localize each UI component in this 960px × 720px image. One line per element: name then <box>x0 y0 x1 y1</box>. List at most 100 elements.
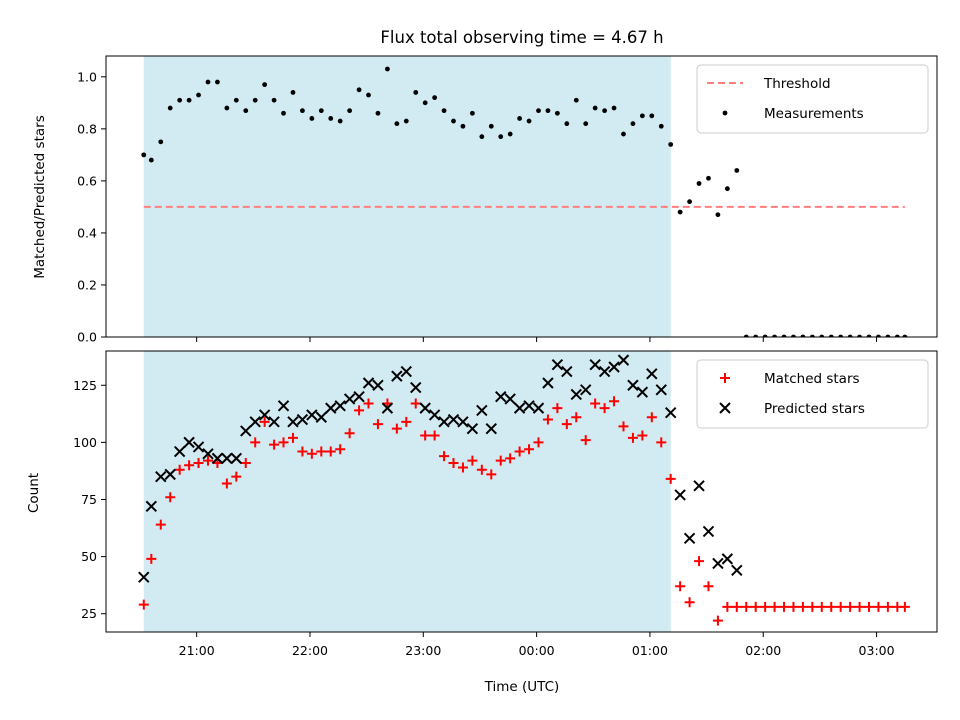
predicted-stars-point <box>674 489 686 501</box>
measurement-point <box>205 79 211 85</box>
y-tick-label: 0.6 <box>77 173 97 188</box>
predicted-stars-point <box>372 379 384 391</box>
matched-stars-point <box>202 455 213 466</box>
predicted-stars-point <box>664 406 677 419</box>
predicted-stars-point <box>353 390 365 403</box>
predicted-stars-point <box>362 377 375 389</box>
measurement-point <box>252 97 258 103</box>
matched-stars-point <box>495 455 506 466</box>
matched-stars-point <box>344 428 355 439</box>
matched-stars-point <box>354 405 365 416</box>
predicted-stars-point <box>230 452 243 465</box>
matched-stars-point <box>174 464 185 475</box>
measurement-point <box>791 334 796 337</box>
measurement-point <box>715 212 721 218</box>
predicted-stars-point <box>570 388 582 401</box>
measurement-point <box>394 121 400 127</box>
measurement-point <box>639 113 645 119</box>
measurement-point <box>271 97 277 103</box>
measurement-point <box>545 108 551 114</box>
matched-stars-point <box>816 601 827 612</box>
measurement-point <box>224 105 230 111</box>
measurement-point <box>158 139 164 145</box>
predicted-stars-point <box>155 470 167 483</box>
predicted-stars-point <box>580 384 592 396</box>
matched-stars-point <box>694 556 705 567</box>
top-y-axis-label: Matched/Predicted stars <box>32 115 48 278</box>
predicted-stars-point <box>164 468 176 481</box>
legend-label: Threshold <box>763 76 831 92</box>
measurement-point <box>451 118 456 124</box>
predicted-stars-point <box>712 557 724 570</box>
predicted-stars-point <box>655 384 667 396</box>
measurement-point <box>583 121 589 127</box>
matched-stars-point <box>505 453 516 464</box>
matched-stars-point <box>146 553 157 564</box>
predicted-stars-point <box>485 422 497 435</box>
matched-stars-point <box>703 581 714 592</box>
measurement-point <box>337 118 343 124</box>
predicted-stars-point <box>343 393 356 405</box>
measurement-point <box>488 123 494 129</box>
measurement-point <box>668 142 674 147</box>
predicted-stars-point <box>438 416 450 428</box>
measurement-point <box>658 123 664 129</box>
matched-stars-point <box>627 432 638 443</box>
matched-stars-point <box>287 432 298 443</box>
measurement-point <box>621 131 626 137</box>
measurement-point <box>696 181 702 186</box>
matched-stars-point <box>193 457 204 468</box>
observing-window-span <box>143 351 671 632</box>
measurement-point <box>413 90 419 95</box>
matched-stars-point <box>448 457 459 468</box>
matched-stars-point <box>533 437 544 448</box>
measurement-point <box>753 334 759 337</box>
predicted-stars-point <box>636 386 649 398</box>
bottom-panel: 25 50 75 100 125 21:00 22:00 23:00 00:00 01:00 02:… <box>73 350 938 658</box>
matched-stars-point <box>420 430 431 441</box>
matched-stars-point <box>552 403 563 414</box>
predicted-stars-point <box>617 354 630 366</box>
predicted-stars-point <box>249 416 261 428</box>
measurement-point <box>385 66 390 72</box>
measurement-point <box>819 334 825 337</box>
matched-stars-point <box>882 601 893 612</box>
measurement-point <box>885 334 891 337</box>
measurement-point <box>762 334 768 337</box>
predicted-stars-point <box>410 381 422 394</box>
predicted-stars-point <box>731 564 743 577</box>
measurement-point <box>215 79 220 85</box>
measurement-point <box>347 108 353 114</box>
predicted-stars-point <box>296 413 309 426</box>
predicted-stars-point <box>447 413 460 426</box>
y-tick-label: 0.8 <box>77 121 97 136</box>
predicted-stars-point <box>683 532 696 545</box>
matched-stars-point <box>524 444 535 455</box>
predicted-stars-point <box>221 452 233 465</box>
y-tick-label: 0.4 <box>77 225 97 240</box>
measurement-point <box>356 87 362 93</box>
matched-stars-point <box>571 412 582 423</box>
matched-stars-point <box>165 492 176 503</box>
measurement-point <box>536 108 541 114</box>
x-tick-label: 22:00 <box>292 643 328 658</box>
y-tick-label: 0.2 <box>77 277 97 292</box>
matched-stars-point <box>731 601 742 612</box>
measurement-point <box>309 116 315 121</box>
predicted-stars-point <box>258 409 271 421</box>
legend-label: Matched stars <box>764 371 860 387</box>
measurement-point <box>743 334 749 337</box>
matched-stars-point <box>656 437 667 448</box>
measurement-point <box>526 118 532 124</box>
measurement-point <box>177 97 183 103</box>
matched-stars-point <box>646 412 657 423</box>
matched-stars-point <box>599 403 610 414</box>
predicted-stars-point <box>646 368 658 380</box>
measurement-point <box>554 110 560 116</box>
predicted-stars-point <box>173 445 186 458</box>
predicted-stars-point <box>627 379 639 391</box>
matched-stars-point <box>637 430 648 441</box>
legend-matched-swatch <box>720 373 730 383</box>
matched-stars-point <box>779 601 790 612</box>
measurement-point <box>564 121 570 127</box>
